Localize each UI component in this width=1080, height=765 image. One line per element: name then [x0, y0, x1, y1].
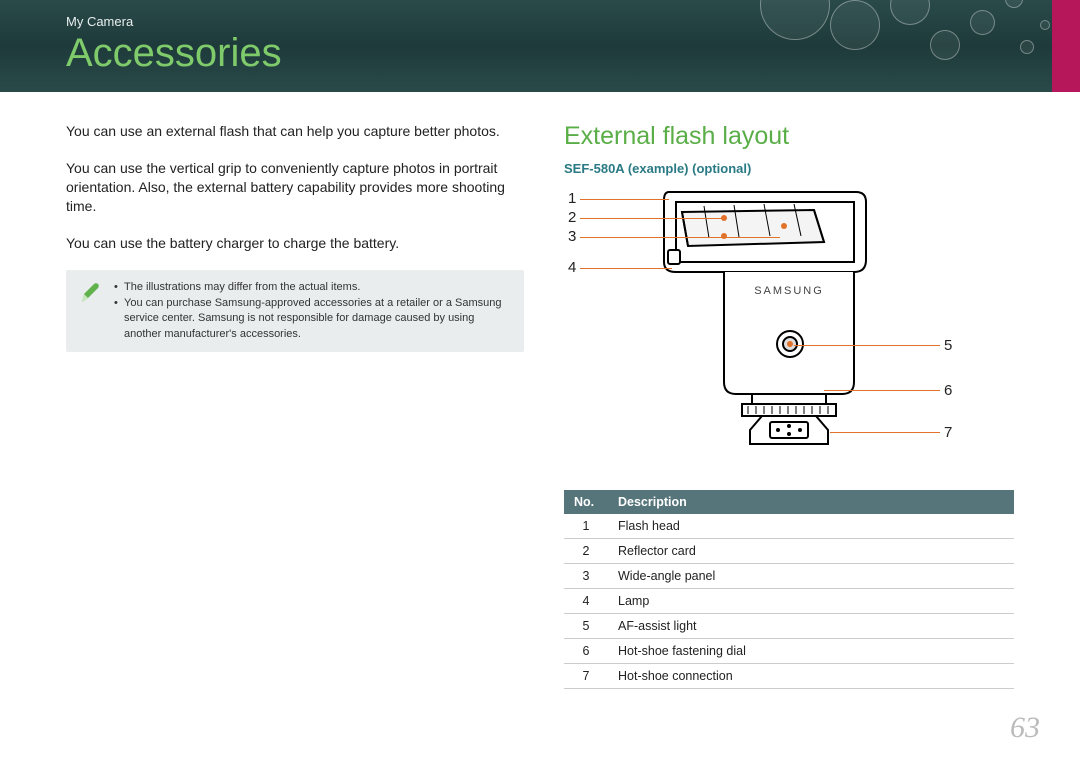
table-header-no: No. — [564, 490, 608, 514]
note-pencil-icon — [76, 280, 104, 308]
breadcrumb: My Camera — [66, 14, 1080, 29]
table-row: 6Hot-shoe fastening dial — [564, 639, 1014, 664]
callout-number: 4 — [568, 259, 576, 276]
table-header-desc: Description — [608, 490, 1014, 514]
callout-number: 7 — [944, 424, 952, 441]
callout-line — [794, 345, 940, 346]
table-row: 3Wide-angle panel — [564, 564, 1014, 589]
page-header: My Camera Accessories — [0, 0, 1080, 92]
parts-table-body: 1Flash head 2Reflector card 3Wide-angle … — [564, 514, 1014, 689]
table-row: 5AF-assist light — [564, 614, 1014, 639]
page-number: 63 — [1010, 711, 1040, 745]
left-column: You can use an external flash that can h… — [66, 122, 524, 689]
callout-line — [580, 237, 780, 238]
flash-diagram: SAMSUNG — [564, 182, 1014, 482]
brand-label: SAMSUNG — [754, 285, 824, 297]
note-item: You can purchase Samsung-approved access… — [114, 296, 510, 342]
table-row: 4Lamp — [564, 589, 1014, 614]
page-title: Accessories — [66, 31, 1080, 76]
intro-paragraph-3: You can use the battery charger to charg… — [66, 234, 524, 253]
callout-line — [580, 218, 722, 219]
callout-line — [580, 199, 669, 200]
note-item: The illustrations may differ from the ac… — [114, 280, 510, 295]
table-row: 7Hot-shoe connection — [564, 664, 1014, 689]
table-row: 1Flash head — [564, 514, 1014, 539]
callout-number: 3 — [568, 228, 576, 245]
parts-table: No. Description 1Flash head 2Reflector c… — [564, 490, 1014, 689]
callout-line — [580, 268, 672, 269]
callout-number: 6 — [944, 382, 952, 399]
header-accent-bar — [1052, 0, 1080, 92]
section-title: External flash layout — [564, 122, 1014, 151]
note-list: The illustrations may differ from the ac… — [114, 280, 510, 342]
intro-paragraph-2: You can use the vertical grip to conveni… — [66, 159, 524, 216]
callout-number: 2 — [568, 209, 576, 226]
table-row: 2Reflector card — [564, 539, 1014, 564]
note-box: The illustrations may differ from the ac… — [66, 270, 524, 352]
intro-paragraph-1: You can use an external flash that can h… — [66, 122, 524, 141]
callout-line — [830, 432, 940, 433]
callout-number: 5 — [944, 337, 952, 354]
callout-line — [824, 390, 940, 391]
callout-number: 1 — [568, 190, 576, 207]
model-subhead: SEF-580A (example) (optional) — [564, 161, 1014, 176]
page-content: You can use an external flash that can h… — [0, 92, 1080, 689]
right-column: External flash layout SEF-580A (example)… — [564, 122, 1014, 689]
